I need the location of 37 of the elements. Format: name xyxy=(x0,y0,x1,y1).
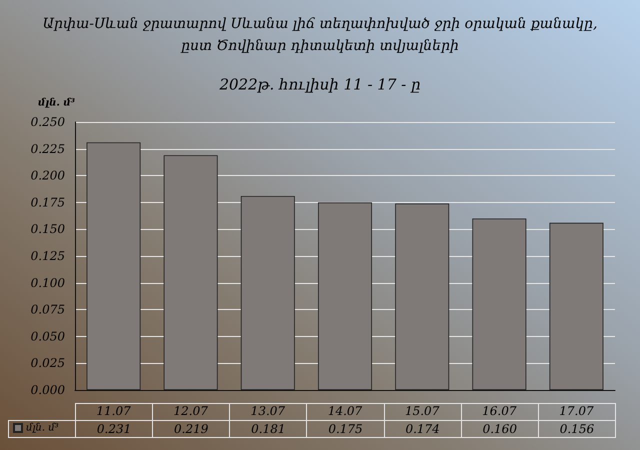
x-tick-label: 16.07 xyxy=(482,404,517,418)
chart-title: Արփա-Սևան ջրատարով Սևանա լիճ տեղափոխված ջրի օրական քանակը, ըստ Ծովինար դիտակետի տվյալների xyxy=(42,16,598,54)
legend-label: մլն. մ³ xyxy=(26,422,59,434)
y-tick-label: 0.075 xyxy=(30,302,65,317)
bar xyxy=(86,142,141,390)
bar xyxy=(164,155,218,390)
data-label: 0.219 xyxy=(174,422,208,436)
x-tick-label: 14.07 xyxy=(328,404,363,418)
data-label: 0.174 xyxy=(405,422,440,436)
table-cell: 0.156 xyxy=(538,420,616,438)
y-tick-label: 0.150 xyxy=(30,222,66,236)
y-axis-title: մլն. մ³ xyxy=(38,98,76,108)
data-label: 0.156 xyxy=(560,422,594,436)
x-tick-label: 17.07 xyxy=(559,404,594,418)
chart-subtitle: 2022թ. հուլիսի 11 - 17 - ը xyxy=(218,76,421,94)
y-tick-label: 0.125 xyxy=(30,249,65,263)
data-label: 0.175 xyxy=(328,422,363,436)
y-tick-label: 0.100 xyxy=(30,276,66,290)
y-tick-label: 0.050 xyxy=(30,329,66,344)
y-tick-label: 0.250 xyxy=(30,115,66,129)
data-label: 0.160 xyxy=(482,422,517,436)
data-label: 0.181 xyxy=(251,422,286,436)
bar xyxy=(318,202,372,390)
y-tick-label: 0.025 xyxy=(30,356,65,370)
y-tick-label: 0.175 xyxy=(30,195,65,210)
x-tick-label: 13.07 xyxy=(250,404,286,418)
y-tick-label: 0.200 xyxy=(30,168,66,183)
bar xyxy=(472,218,526,390)
y-tick-label: 0.000 xyxy=(30,383,66,397)
x-tick-label: 12.07 xyxy=(174,404,208,418)
bar xyxy=(549,222,604,390)
x-tick-label: 15.07 xyxy=(404,404,440,418)
bar xyxy=(395,203,450,390)
y-tick-label: 0.225 xyxy=(30,142,65,156)
bar xyxy=(240,196,295,390)
x-tick-label: 11.07 xyxy=(96,404,132,418)
data-label: 0.231 xyxy=(96,422,132,436)
